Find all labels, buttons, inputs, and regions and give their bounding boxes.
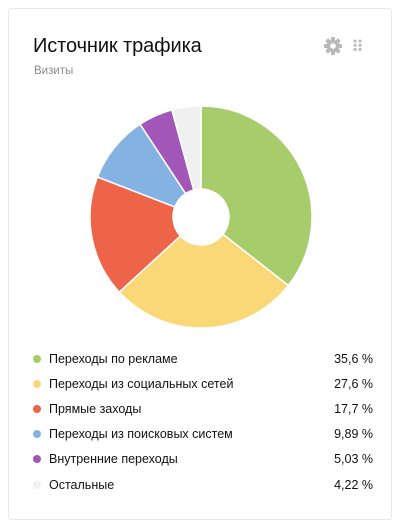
legend-item[interactable]: Переходы из поисковых систем 9,89 %: [33, 422, 373, 447]
widget-subtitle: Визиты: [34, 65, 74, 77]
legend-value: 17,7 %: [334, 401, 373, 416]
legend-item[interactable]: Прямые заходы 17,7 %: [33, 396, 373, 421]
legend-item[interactable]: Переходы по рекламе 35,6 %: [33, 346, 373, 371]
legend-dot: [33, 379, 41, 388]
legend-dot: [33, 430, 41, 439]
gear-icon[interactable]: [323, 36, 343, 56]
legend-item[interactable]: Внутренние переходы 5,03 %: [33, 447, 373, 472]
pie-slice-0[interactable]: [200, 105, 313, 287]
pie-slice-2[interactable]: [89, 176, 182, 294]
legend-label: Остальные: [49, 477, 115, 492]
legend-label: Внутренние переходы: [49, 452, 178, 467]
legend-label: Прямые заходы: [49, 401, 142, 416]
legend-value: 5,03 %: [334, 452, 373, 467]
legend-label: Переходы из социальных сетей: [49, 376, 234, 391]
legend-value: 35,6 %: [334, 351, 373, 366]
legend-label: Переходы из поисковых систем: [49, 427, 233, 442]
widget-toolbar: [323, 36, 367, 56]
traffic-pie-chart: [89, 105, 313, 329]
legend-item[interactable]: Переходы из социальных сетей 27,6 %: [33, 371, 373, 396]
legend-value: 9,89 %: [334, 427, 373, 442]
legend-dot: [33, 354, 41, 363]
legend-dot: [33, 404, 41, 413]
legend-dot: [33, 455, 41, 464]
traffic-source-widget: Источник трафика Визиты Переходы по рекл…: [8, 8, 392, 520]
pie-slice-1[interactable]: [118, 233, 290, 329]
legend-item[interactable]: Остальные 4,22 %: [33, 472, 373, 497]
drag-handle-icon[interactable]: [353, 37, 367, 55]
legend-dot: [33, 480, 41, 489]
widget-title: Источник трафика: [33, 35, 202, 57]
legend-value: 4,22 %: [334, 477, 373, 492]
chart-legend: Переходы по рекламе 35,6 % Переходы из соц…: [33, 346, 373, 497]
pie-slice-5[interactable]: [170, 105, 202, 191]
legend-label: Переходы по рекламе: [49, 351, 178, 366]
legend-value: 27,6 %: [334, 376, 373, 391]
